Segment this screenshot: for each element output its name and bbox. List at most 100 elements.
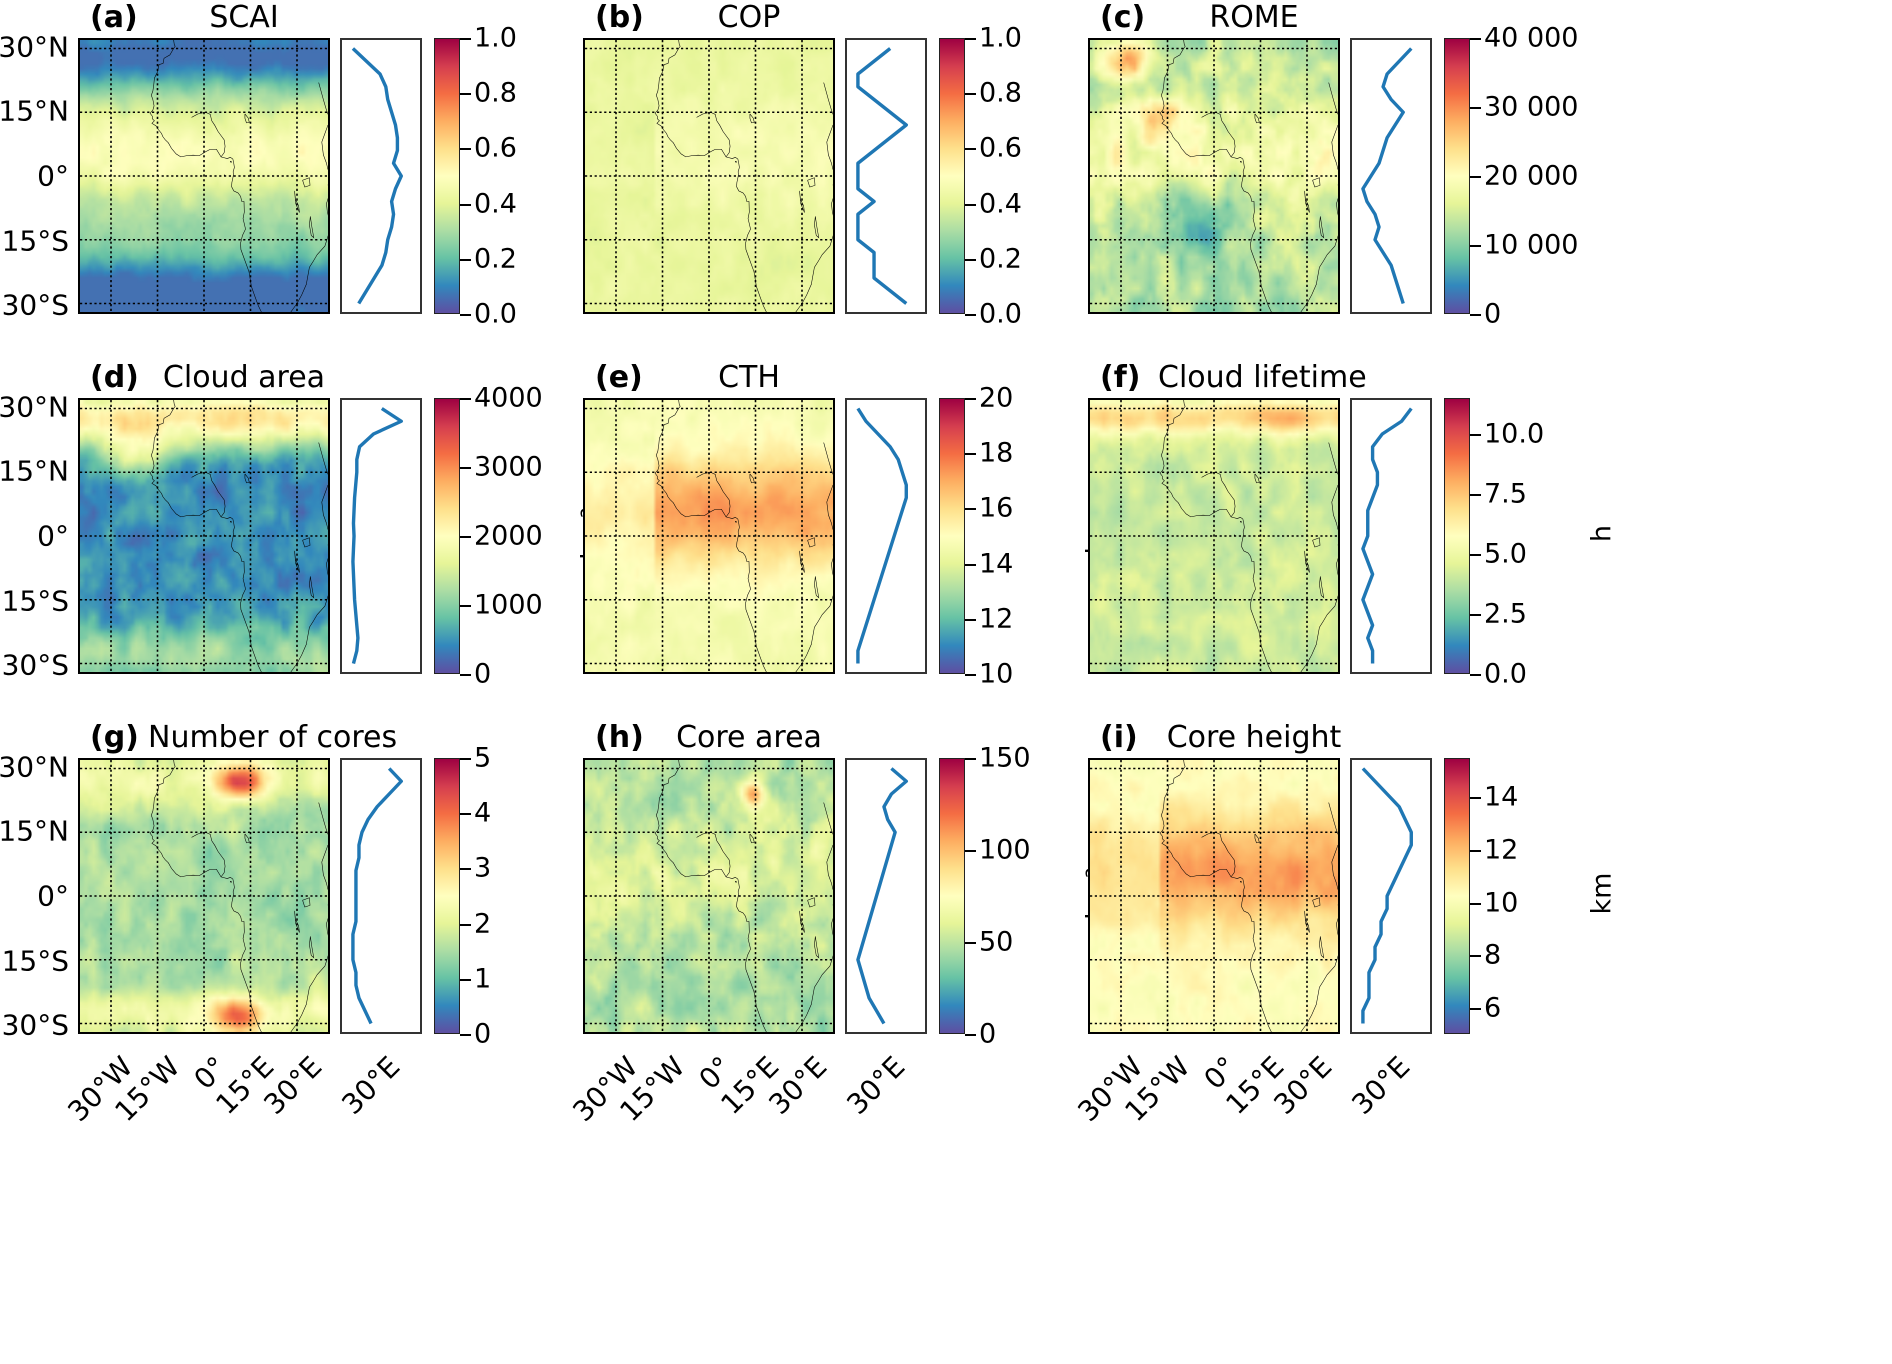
- colorbar-tick-2-2: [1470, 176, 1481, 178]
- colorbar-tick-8-0: [1470, 1007, 1481, 1010]
- colorbar-tick-label-8-3: 12: [1484, 834, 1519, 866]
- colorbar-tick-6-2: [460, 923, 471, 926]
- colorbar-tick-label-7-0: 0: [979, 1018, 997, 1050]
- map-axes-0[interactable]: [78, 38, 330, 314]
- colorbar-tick-5-3: [1470, 494, 1481, 496]
- panel-letter-g: (g): [90, 720, 139, 755]
- panel-title-6: Number of cores: [148, 720, 398, 755]
- map-axes-5[interactable]: [1088, 398, 1340, 674]
- colorbar-tick-label-0-4: 0.8: [474, 77, 517, 109]
- map-axes-7[interactable]: [583, 758, 835, 1034]
- map-axes-6[interactable]: [78, 758, 330, 1034]
- colorbar-tick-1-3: [965, 148, 976, 151]
- colorbar-tick-6-5: [460, 758, 471, 760]
- colorbar-tick-label-4-1: 12: [979, 603, 1014, 635]
- colorbar-tick-4-3: [965, 508, 976, 511]
- colorbar-tick-label-8-2: 10: [1484, 887, 1519, 919]
- panel-letter-e: (e): [595, 360, 643, 395]
- profile-axes-0[interactable]: [340, 38, 422, 314]
- colorbar-tick-6-0: [460, 1034, 471, 1036]
- colorbar-tick-8-3: [1470, 850, 1481, 852]
- panel-title-2: ROME: [1209, 0, 1299, 35]
- colorbar-tick-label-1-0: 0.0: [979, 298, 1022, 330]
- ytick-label-3-3: 15°S: [1, 584, 69, 618]
- panel-title-4: CTH: [718, 360, 780, 395]
- colorbar-5[interactable]: [1444, 398, 1470, 674]
- colorbar-tick-5-2: [1470, 554, 1481, 556]
- colorbar-tick-label-6-2: 2: [474, 908, 492, 940]
- map-axes-4[interactable]: [583, 398, 835, 674]
- colorbar-tick-label-3-3: 3000: [474, 451, 543, 483]
- colorbar-7[interactable]: [939, 758, 965, 1034]
- colorbar-tick-4-5: [965, 398, 976, 400]
- colorbar-tick-label-2-2: 20 000: [1484, 160, 1579, 192]
- colorbar-tick-4-1: [965, 618, 976, 621]
- panel-letter-a: (a): [90, 0, 138, 35]
- map-axes-3[interactable]: [78, 398, 330, 674]
- colorbar-2[interactable]: [1444, 38, 1470, 314]
- ytick-label-0-0: 30°N: [0, 30, 69, 64]
- colorbar-tick-label-3-1: 1000: [474, 589, 543, 621]
- colorbar-tick-0-4: [460, 93, 471, 96]
- coastline-overlay-2: [1090, 40, 1338, 312]
- profile-axes-4[interactable]: [845, 398, 927, 674]
- colorbar-tick-8-1: [1470, 955, 1481, 958]
- colorbar-tick-label-7-1: 50: [979, 926, 1014, 958]
- profile-axes-2[interactable]: [1350, 38, 1432, 314]
- profile-axes-8[interactable]: [1350, 758, 1432, 1034]
- colorbar-tick-5-1: [1470, 614, 1481, 616]
- profile-axes-5[interactable]: [1350, 398, 1432, 674]
- colorbar-tick-1-5: [965, 38, 976, 40]
- colorbar-tick-label-5-4: 10.0: [1484, 418, 1545, 450]
- colorbar-tick-label-1-4: 0.8: [979, 77, 1022, 109]
- colorbar-tick-8-2: [1470, 902, 1481, 905]
- profile-axes-7[interactable]: [845, 758, 927, 1034]
- colorbar-tick-label-6-0: 0: [474, 1018, 492, 1050]
- profile-line-1: [847, 40, 925, 312]
- colorbar-tick-0-1: [460, 258, 471, 261]
- colorbar-0[interactable]: [434, 38, 460, 314]
- map-axes-1[interactable]: [583, 38, 835, 314]
- colorbar-tick-label-8-4: 14: [1484, 781, 1519, 813]
- colorbar-tick-label-1-3: 0.6: [979, 132, 1022, 164]
- map-axes-8[interactable]: [1088, 758, 1340, 1034]
- coastline-overlay-8: [1090, 760, 1338, 1032]
- colorbar-8[interactable]: [1444, 758, 1470, 1034]
- colorbar-4[interactable]: [939, 398, 965, 674]
- profile-axes-3[interactable]: [340, 398, 422, 674]
- map-axes-2[interactable]: [1088, 38, 1340, 314]
- profile-line-4: [847, 400, 925, 672]
- colorbar-tick-label-1-5: 1.0: [979, 22, 1022, 54]
- colorbar-tick-7-0: [965, 1034, 976, 1036]
- colorbar-1[interactable]: [939, 38, 965, 314]
- profile-line-0: [342, 40, 420, 312]
- colorbar-tick-0-2: [460, 203, 471, 206]
- panel-title-5: Cloud lifetime: [1158, 360, 1367, 395]
- ytick-label-0-2: 0°: [37, 159, 69, 193]
- colorbar-tick-0-5: [460, 38, 471, 40]
- colorbar-tick-label-0-3: 0.6: [474, 132, 517, 164]
- colorbar-3[interactable]: [434, 398, 460, 674]
- profile-line-6: [342, 760, 420, 1032]
- colorbar-tick-4-4: [965, 453, 976, 456]
- ytick-label-6-2: 0°: [37, 879, 69, 913]
- ytick-label-6-4: 30°S: [1, 1008, 69, 1042]
- colorbar-tick-1-4: [965, 93, 976, 96]
- profile-line-3: [342, 400, 420, 672]
- colorbar-tick-0-3: [460, 148, 471, 151]
- profile-line-2: [1352, 40, 1430, 312]
- colorbar-tick-label-3-4: 4000: [474, 382, 543, 414]
- panel-title-8: Core height: [1166, 720, 1342, 755]
- colorbar-6[interactable]: [434, 758, 460, 1034]
- panel-letter-i: (i): [1100, 720, 1138, 755]
- colorbar-tick-label-4-3: 16: [979, 492, 1014, 524]
- colorbar-tick-label-4-4: 18: [979, 437, 1014, 469]
- panel-letter-c: (c): [1100, 0, 1146, 35]
- profile-axes-6[interactable]: [340, 758, 422, 1034]
- profile-axes-1[interactable]: [845, 38, 927, 314]
- coastline-overlay-4: [585, 400, 833, 672]
- ytick-label-6-0: 30°N: [0, 750, 69, 784]
- panel-letter-f: (f): [1100, 360, 1141, 395]
- colorbar-tick-6-4: [460, 813, 471, 816]
